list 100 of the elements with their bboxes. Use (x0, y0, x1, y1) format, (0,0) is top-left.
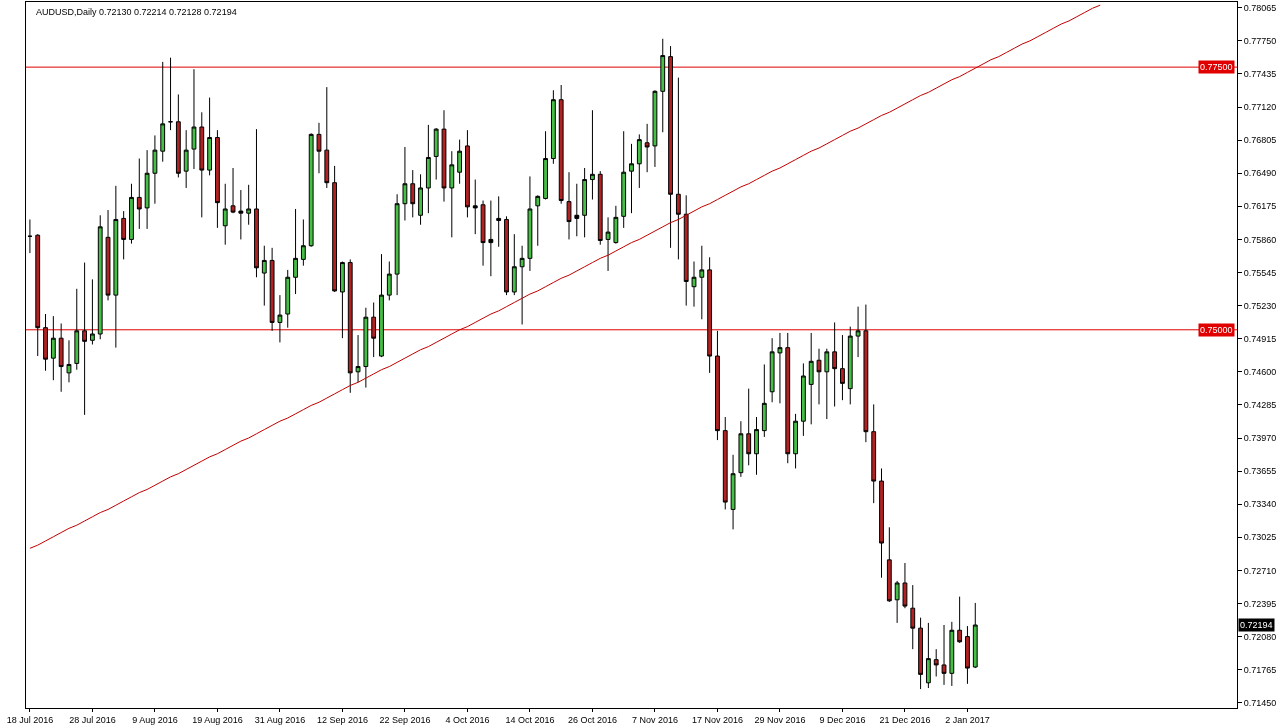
candlestick (824, 348, 830, 420)
candlestick (738, 420, 744, 478)
candlestick (777, 332, 783, 404)
candlestick (894, 580, 900, 624)
y-tick-label: 0.77120 (1243, 102, 1277, 113)
candlestick (183, 129, 189, 189)
candlestick (27, 218, 33, 254)
candlestick (230, 167, 236, 214)
y-tick-label: 0.75545 (1243, 267, 1277, 278)
candlestick (394, 193, 400, 296)
candlestick (543, 130, 548, 201)
candlestick (652, 89, 658, 168)
candlestick (386, 261, 392, 301)
candlestick (136, 158, 142, 230)
candlestick (605, 216, 611, 272)
candlestick (957, 596, 963, 644)
candlestick (215, 129, 220, 229)
candlestick (582, 167, 588, 238)
candlestick (261, 245, 267, 307)
candlestick (488, 200, 494, 277)
x-tick-label: 2 Jan 2017 (945, 714, 990, 725)
candlestick (636, 133, 642, 189)
candlestick (332, 165, 338, 293)
candlestick (465, 129, 470, 218)
candlestick (519, 245, 525, 326)
candlestick (418, 173, 423, 226)
candlestick (43, 313, 48, 372)
candlestick (590, 109, 595, 201)
x-tick-label: 18 Jul 2016 (6, 714, 54, 725)
candlestick (785, 332, 791, 464)
candlestick (871, 403, 877, 504)
candlestick (504, 215, 509, 296)
candlestick (222, 183, 228, 246)
y-tick-label: 0.76175 (1243, 201, 1277, 212)
candlestick (699, 245, 705, 320)
candlestick (832, 321, 838, 407)
candlestick (629, 143, 634, 214)
candlestick (691, 261, 697, 308)
y-tick-label: 0.74915 (1243, 333, 1277, 344)
candlestick (535, 194, 541, 247)
text: AUDUSD,Daily 0.72130 0.72214 0.72128 0.72194 (36, 7, 237, 18)
candlestick (207, 97, 213, 176)
candlestick (793, 413, 798, 469)
x-tick-label: 29 Nov 2016 (754, 714, 806, 725)
candlestick (277, 294, 283, 343)
x-tick-label: 28 Jul 2016 (69, 714, 116, 725)
candlestick (715, 330, 720, 441)
candlestick (902, 562, 908, 609)
candlestick (300, 218, 306, 267)
candlestick (168, 57, 173, 131)
y-tick-label: 0.76805 (1243, 135, 1277, 146)
candlestick (566, 171, 572, 240)
candlestick (730, 454, 736, 530)
candlestick (113, 185, 119, 349)
candlestick (886, 526, 892, 603)
candlestick (800, 362, 806, 437)
candlestick (644, 123, 650, 173)
candlestick (347, 258, 353, 394)
candlestick (254, 128, 259, 278)
candlestick (293, 208, 298, 295)
x-tick-label: 31 Aug 2016 (254, 714, 306, 725)
candlestick (152, 134, 158, 205)
candlestick (175, 93, 181, 178)
x-tick-label: 12 Sep 2016 (316, 714, 368, 725)
candlestick (761, 363, 767, 438)
candlestick (308, 132, 314, 248)
candlestick (144, 149, 150, 230)
x-tick-label: 4 Oct 2016 (445, 714, 490, 725)
line-series (29, 4, 1101, 549)
candlestick (722, 416, 728, 510)
y-tick-label: 0.72710 (1243, 565, 1277, 576)
y-tick-label: 0.71450 (1243, 697, 1277, 708)
y-tick-label: 0.74600 (1243, 366, 1277, 377)
candlestick (910, 584, 916, 650)
y-tick-label: 0.77435 (1243, 69, 1277, 80)
candlestick (425, 124, 431, 214)
y-tick-label: 0.76490 (1243, 168, 1277, 179)
candlestick (855, 306, 861, 358)
x-tick-label: 7 Nov 2016 (631, 714, 678, 725)
y-tick-label: 0.77750 (1243, 36, 1277, 47)
candlestick (941, 624, 947, 686)
candlestick (816, 348, 822, 405)
y-tick-label: 0.75230 (1243, 300, 1277, 311)
candlestick (50, 315, 56, 381)
candlestick (97, 214, 103, 340)
candlestick (496, 195, 502, 248)
candlestick (371, 301, 377, 358)
x-tick-label: 9 Dec 2016 (819, 714, 866, 725)
y-tick-label: 0.73340 (1243, 499, 1277, 510)
candlestick (918, 617, 923, 690)
candlestick (574, 183, 580, 237)
y-tick-label: 0.71765 (1243, 664, 1277, 675)
candlestick (285, 269, 291, 329)
candlestick (441, 109, 447, 203)
candlestick (457, 139, 463, 185)
ref-line-label: 0.77500 (1200, 62, 1233, 72)
candlestick (246, 184, 252, 226)
candlestick (191, 68, 197, 170)
x-tick-label: 21 Dec 2016 (879, 714, 931, 725)
candlestick (433, 127, 439, 181)
